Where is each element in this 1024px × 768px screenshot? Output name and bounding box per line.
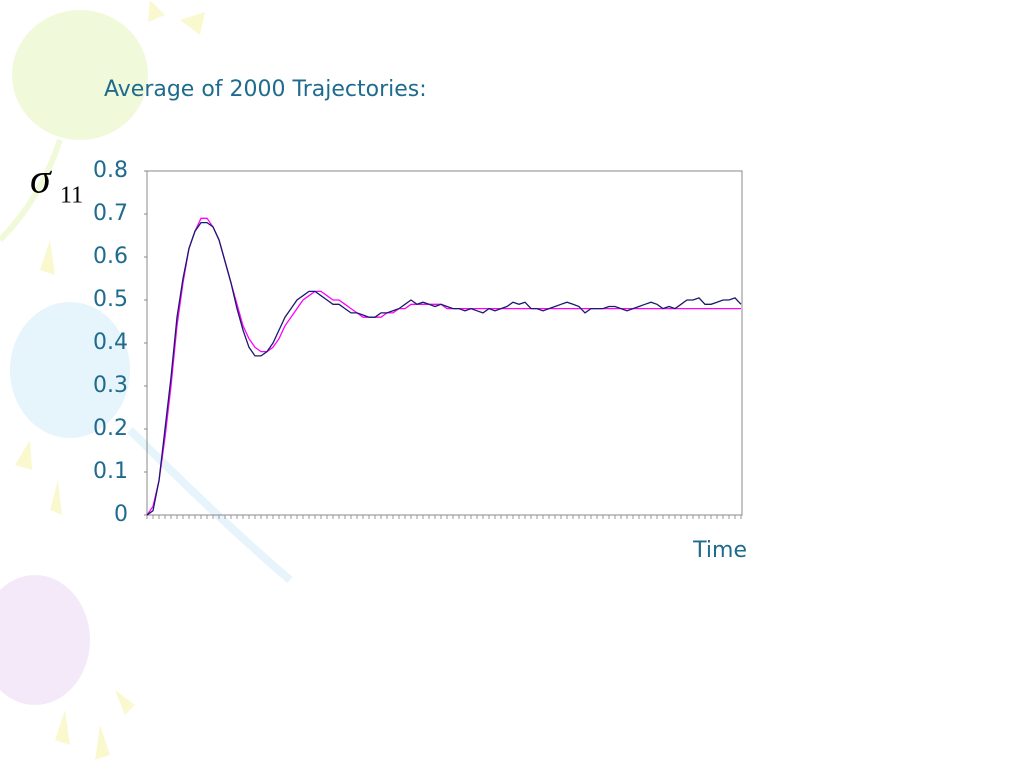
series-line xyxy=(146,217,741,516)
y-axis-symbol: σ xyxy=(30,157,53,203)
y-tick-label: 0.7 xyxy=(93,201,128,226)
y-tick-label: 0 xyxy=(114,502,128,527)
y-axis-subscript: 11 xyxy=(60,183,83,209)
series-line xyxy=(146,221,742,516)
y-tick-label: 0.3 xyxy=(93,373,128,398)
y-tick-label: 0.8 xyxy=(93,158,128,183)
chart-title: Average of 2000 Trajectories: xyxy=(104,77,427,102)
background-decoration xyxy=(0,0,293,760)
y-tick-label: 0.5 xyxy=(93,287,128,312)
y-tick-label: 0.1 xyxy=(93,459,128,484)
plot-frame xyxy=(146,170,743,516)
y-tick-label: 0.2 xyxy=(93,416,128,441)
y-tick-label: 0.4 xyxy=(93,330,128,355)
x-axis-label: Time xyxy=(692,538,747,563)
y-tick-label: 0.6 xyxy=(93,244,128,269)
